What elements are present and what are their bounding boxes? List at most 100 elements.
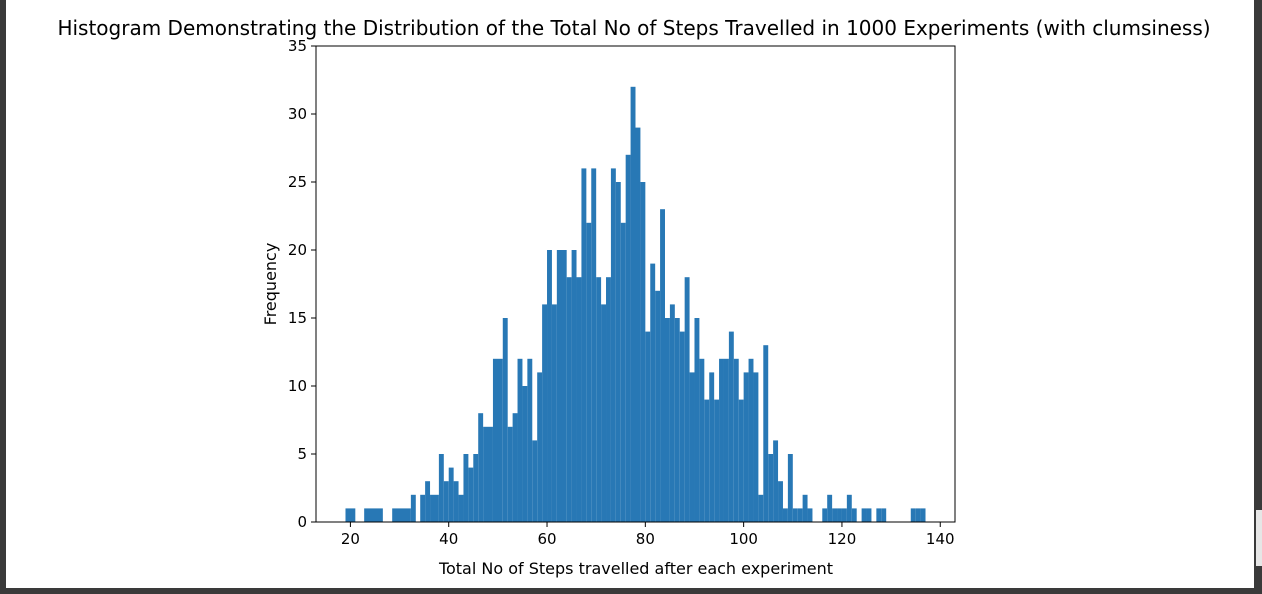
- histogram-bar: [714, 399, 720, 522]
- histogram-bar: [458, 494, 464, 522]
- histogram-bar: [640, 182, 646, 522]
- histogram-bar: [483, 426, 493, 522]
- histogram-bar: [438, 454, 444, 522]
- x-tick-label: 80: [636, 530, 655, 548]
- histogram-bar: [733, 358, 739, 522]
- x-tick-label: 120: [828, 530, 857, 548]
- histogram-bar: [620, 222, 626, 523]
- histogram-bar: [537, 372, 543, 522]
- histogram-bar: [841, 508, 847, 522]
- x-tick-label: 40: [439, 530, 458, 548]
- histogram-bar: [507, 426, 513, 522]
- histogram-bar: [782, 508, 788, 522]
- histogram-bar: [664, 318, 670, 522]
- histogram-bar: [532, 440, 538, 522]
- histogram-bar: [420, 494, 426, 522]
- histogram-bar: [345, 508, 356, 522]
- histogram-bar: [453, 481, 459, 522]
- histogram-bar: [689, 372, 695, 522]
- window-edge-strip: [1256, 510, 1262, 566]
- histogram-chart: Histogram Demonstrating the Distribution…: [57, 16, 1210, 578]
- histogram-bar: [719, 358, 724, 522]
- histogram-bar: [547, 250, 552, 522]
- histogram-bar: [596, 277, 602, 522]
- histogram-bar: [802, 494, 808, 522]
- histogram-bar: [542, 304, 548, 522]
- x-axis: 20 40 60 80 100 120 140: [341, 522, 955, 548]
- histogram-bar: [876, 508, 882, 522]
- histogram-bar: [512, 413, 518, 522]
- histogram-bar: [527, 358, 533, 522]
- histogram-bar: [660, 209, 665, 522]
- histogram-bar: [704, 399, 710, 522]
- histogram-bar: [591, 168, 597, 522]
- chart-title: Histogram Demonstrating the Distribution…: [57, 16, 1210, 40]
- histogram-bar: [822, 508, 828, 522]
- histogram-bar: [679, 331, 685, 522]
- histogram-bar: [674, 318, 680, 522]
- histogram-bar: [846, 494, 852, 522]
- histogram-bar: [728, 331, 734, 522]
- histogram-bar: [699, 358, 705, 522]
- histogram-bar: [881, 508, 887, 522]
- histogram-bar: [655, 290, 661, 522]
- y-tick-label: 5: [297, 445, 307, 463]
- y-tick-label: 20: [288, 241, 307, 259]
- histogram-bar: [522, 386, 528, 522]
- histogram-bar: [615, 182, 621, 522]
- histogram-bar: [709, 372, 715, 522]
- histogram-bar: [915, 508, 921, 522]
- x-tick-label: 100: [729, 530, 758, 548]
- x-tick-label: 140: [926, 530, 955, 548]
- histogram-bar: [571, 250, 577, 522]
- x-tick-label: 60: [537, 530, 556, 548]
- bars-group: [345, 86, 926, 523]
- plot-frame: [315, 45, 956, 523]
- histogram-bar: [364, 508, 383, 522]
- histogram-bar: [748, 358, 754, 522]
- histogram-bar: [920, 508, 926, 522]
- histogram-bar: [492, 358, 503, 522]
- x-axis-label: Total No of Steps travelled after each e…: [438, 559, 833, 578]
- histogram-bar: [807, 508, 813, 522]
- histogram-bar: [763, 345, 769, 522]
- histogram-bar: [753, 372, 759, 522]
- histogram-bar: [837, 508, 842, 522]
- histogram-bar: [797, 508, 803, 522]
- histogram-bar: [601, 304, 607, 522]
- histogram-bar: [832, 508, 838, 522]
- histogram-bar: [738, 399, 744, 522]
- y-tick-label: 25: [288, 173, 307, 191]
- histogram-bar: [827, 494, 833, 522]
- histogram-bar: [650, 263, 656, 522]
- figure: Histogram Demonstrating the Distribution…: [6, 0, 1254, 588]
- histogram-bar: [778, 481, 783, 522]
- histogram-bar: [448, 467, 454, 522]
- histogram-bar: [581, 168, 587, 522]
- histogram-bar: [851, 508, 857, 522]
- histogram-bar: [792, 508, 798, 522]
- y-tick-label: 30: [288, 105, 307, 123]
- histogram-bar: [517, 358, 523, 522]
- histogram-bar: [694, 318, 700, 522]
- histogram-bar: [743, 372, 749, 522]
- y-tick-label: 10: [288, 377, 307, 395]
- histogram-bar: [468, 467, 474, 522]
- histogram-bar: [576, 277, 582, 522]
- histogram-bar: [566, 277, 572, 522]
- histogram-bar: [645, 331, 651, 522]
- histogram-bar: [861, 508, 867, 522]
- histogram-bar: [610, 168, 616, 522]
- histogram-bar: [443, 481, 449, 522]
- histogram-bar: [635, 127, 641, 522]
- y-axis: 0 5 10 15 20 25 30 35: [288, 37, 316, 531]
- histogram-bar: [625, 154, 631, 523]
- y-axis-label: Frequency: [261, 243, 280, 326]
- histogram-bar: [669, 304, 675, 522]
- histogram-bar: [551, 304, 557, 522]
- histogram-bar: [866, 508, 872, 522]
- histogram-bar: [463, 454, 469, 522]
- histogram-bar: [723, 358, 729, 522]
- histogram-bar: [758, 494, 764, 522]
- y-tick-label: 15: [288, 309, 307, 327]
